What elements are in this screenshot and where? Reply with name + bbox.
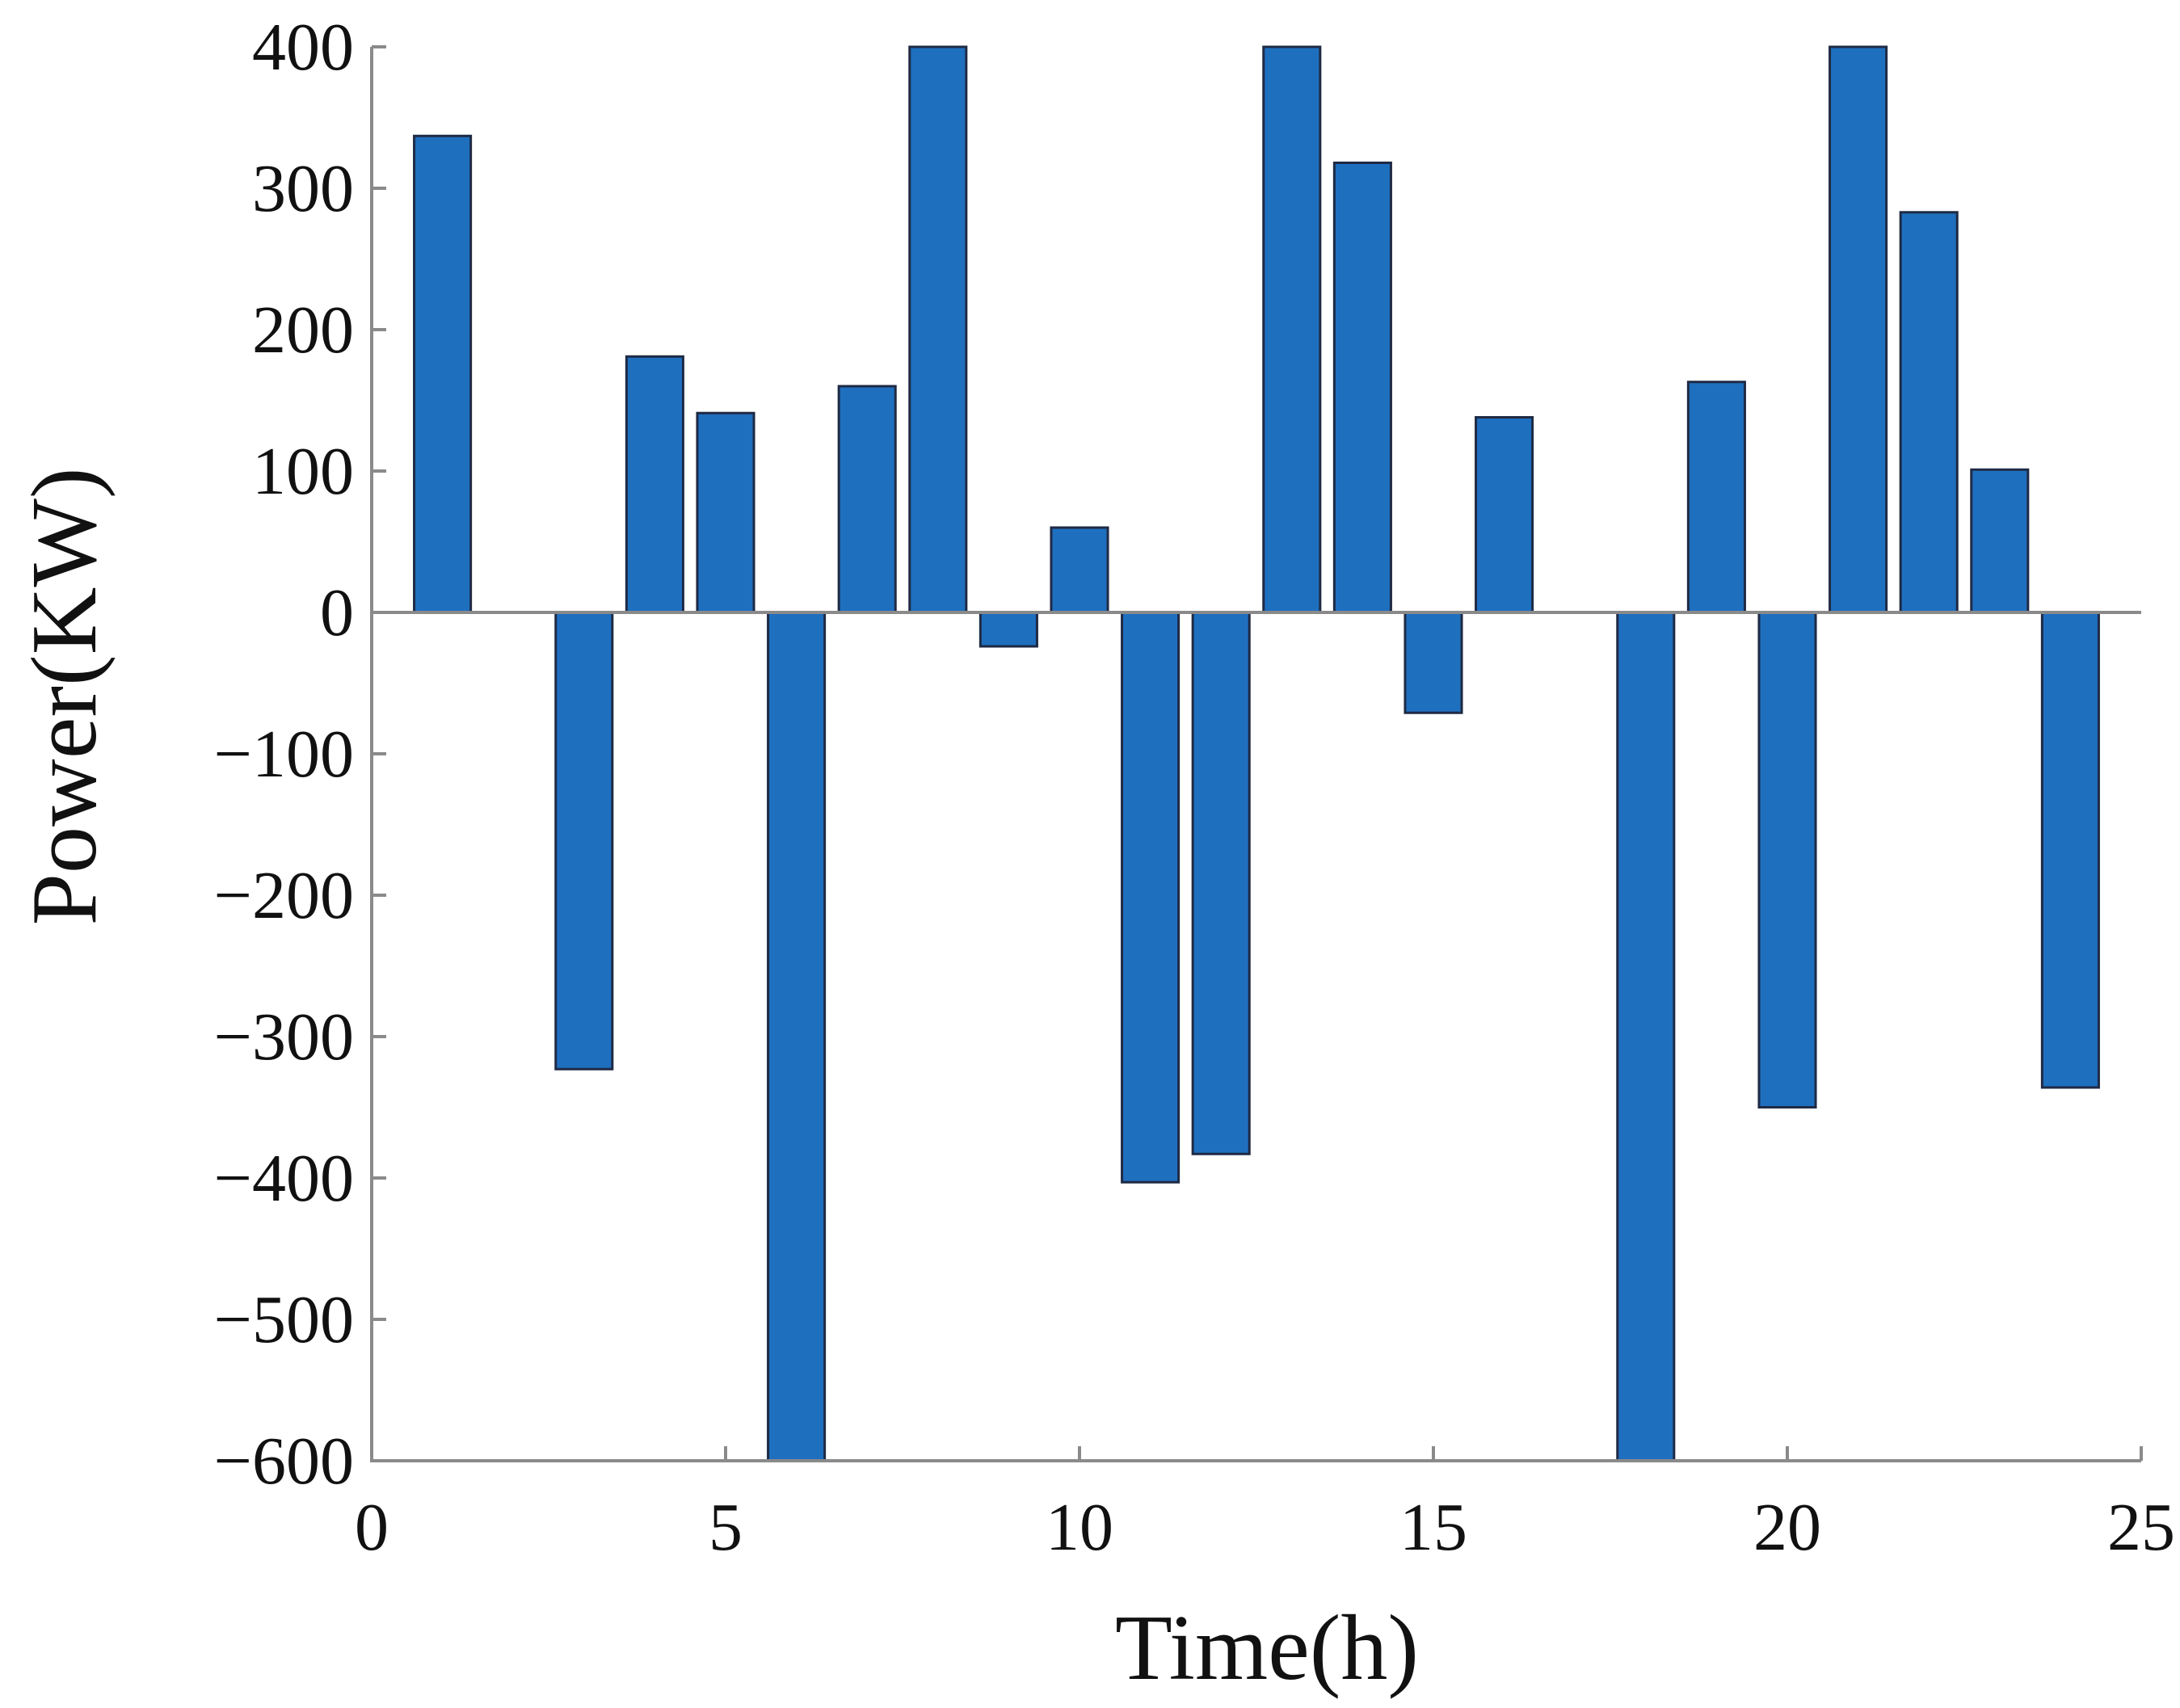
bar-hour-7 bbox=[837, 385, 897, 614]
bar-hour-14 bbox=[1332, 162, 1392, 614]
bar-hour-21 bbox=[1829, 45, 1888, 614]
bar-hour-15 bbox=[1404, 611, 1463, 714]
y-tick-label: −200 bbox=[214, 858, 354, 933]
axis-frame bbox=[370, 47, 2141, 1462]
bar-hour-8 bbox=[908, 45, 968, 614]
bar-hour-22 bbox=[1899, 211, 1959, 614]
y-tick-label: 0 bbox=[320, 575, 354, 650]
y-tick-label: −600 bbox=[214, 1424, 354, 1499]
y-axis-title: Power(KW) bbox=[13, 468, 116, 926]
y-tick-label: −500 bbox=[214, 1282, 354, 1357]
y-tick-label: −100 bbox=[214, 717, 354, 792]
bar-hour-16 bbox=[1475, 416, 1534, 614]
x-axis-title: Time(h) bbox=[1115, 1597, 1419, 1700]
y-tick-label: 100 bbox=[252, 434, 354, 509]
bars-group bbox=[413, 45, 2100, 1462]
y-axis-tick-labels: 400 300 200 100 0 −100 −200 −300 −400 −500 −600 bbox=[214, 10, 354, 1499]
x-tick-label: 20 bbox=[1753, 1490, 1821, 1565]
y-tick-label: −400 bbox=[214, 1141, 354, 1216]
y-tick-label: 400 bbox=[252, 10, 354, 85]
bar-hour-4 bbox=[625, 355, 684, 614]
bar-hour-11 bbox=[1121, 611, 1180, 1184]
bar-hour-13 bbox=[1262, 45, 1322, 614]
y-axis-ticks bbox=[372, 45, 386, 1462]
x-axis-ticks bbox=[370, 1446, 2143, 1461]
x-tick-label: 25 bbox=[2107, 1490, 2175, 1565]
bar-hour-3 bbox=[554, 611, 614, 1071]
bar-hour-12 bbox=[1191, 611, 1251, 1155]
bar-hour-18 bbox=[1616, 611, 1676, 1462]
x-axis-tick-labels: 0 5 10 15 20 25 bbox=[355, 1490, 2175, 1565]
bar-hour-9 bbox=[978, 611, 1038, 648]
bar-hour-10 bbox=[1050, 526, 1109, 614]
x-tick-label: 10 bbox=[1046, 1490, 1113, 1565]
bar-hour-6 bbox=[767, 611, 827, 1462]
bar-hour-20 bbox=[1757, 611, 1817, 1109]
bar-hour-1 bbox=[413, 134, 473, 614]
y-tick-label: 200 bbox=[252, 292, 354, 368]
y-tick-label: −300 bbox=[214, 999, 354, 1075]
bar-hour-24 bbox=[2040, 611, 2100, 1089]
bar-hour-5 bbox=[696, 411, 755, 614]
x-tick-label: 5 bbox=[709, 1490, 743, 1565]
bar-hour-19 bbox=[1686, 381, 1746, 614]
bar-hour-23 bbox=[1970, 468, 2030, 614]
x-tick-label: 0 bbox=[355, 1490, 389, 1565]
y-tick-label: 300 bbox=[252, 151, 354, 226]
x-tick-label: 15 bbox=[1399, 1490, 1467, 1565]
